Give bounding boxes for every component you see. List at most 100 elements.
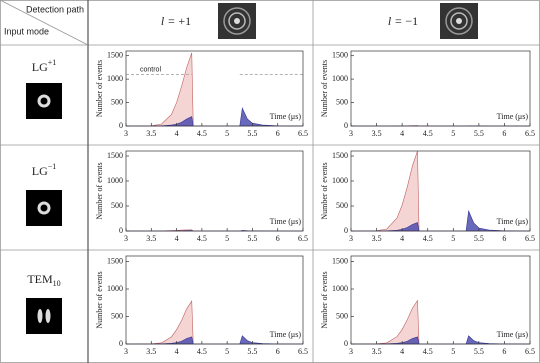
column-header: l = +1 l = −1	[161, 3, 478, 39]
x-tick-label: 3.5	[146, 234, 156, 243]
chart: 0 500 1000 1500 3 3.5 4 4.5 5 5.5 6 6.5 Time (μs) Num…	[320, 150, 535, 243]
x-tick-label: 3	[124, 129, 128, 138]
x-tick-label: 4.5	[197, 347, 207, 356]
x-tick-label: 4	[400, 129, 404, 138]
x-axis-label: Time (μs)	[270, 112, 302, 121]
x-tick-label: 4.5	[197, 234, 207, 243]
y-tick-label: 1500	[332, 151, 348, 160]
x-tick-label: 4	[400, 234, 404, 243]
column-label: l = −1	[388, 14, 418, 28]
x-tick-label: 5.5	[247, 129, 257, 138]
x-axis-label: Time (μs)	[497, 112, 529, 121]
y-tick-label: 1500	[332, 256, 348, 265]
x-tick-label: 6	[502, 129, 506, 138]
x-axis-label: Time (μs)	[497, 330, 529, 339]
plot-frame	[125, 150, 304, 232]
y-tick-label: 1000	[107, 176, 123, 185]
row-label: TEM10	[27, 272, 60, 288]
x-tick-label: 3	[349, 347, 353, 356]
y-tick-label: 1500	[332, 51, 348, 60]
x-tick-label: 6	[276, 347, 280, 356]
x-axis-label: Time (μs)	[497, 217, 529, 226]
x-tick-label: 6	[276, 129, 280, 138]
x-tick-label: 4	[175, 129, 179, 138]
y-tick-label: 1500	[107, 256, 123, 265]
column-label: l = +1	[161, 14, 191, 28]
x-tick-label: 4.5	[423, 347, 433, 356]
y-tick-label: 1000	[332, 284, 348, 293]
y-axis-label: Number of events	[320, 60, 329, 117]
chart: control 0 500 1000 1500 3 3.5 4 4.5 5 5.5 6 6.5 Time …	[95, 51, 308, 138]
plot-frame	[350, 50, 531, 127]
y-tick-label: 500	[111, 97, 123, 106]
x-tick-label: 3.5	[372, 129, 382, 138]
y-tick-label: 0	[344, 121, 348, 130]
x-tick-label: 3.5	[372, 234, 382, 243]
x-tick-label: 6	[502, 347, 506, 356]
x-tick-label: 4.5	[423, 129, 433, 138]
x-tick-label: 3.5	[146, 347, 156, 356]
chart: 0 500 1000 1500 3 3.5 4 4.5 5 5.5 6 6.5 Time (μs) Num…	[320, 255, 535, 356]
x-tick-label: 3	[124, 234, 128, 243]
x-axis-label: Time (μs)	[270, 330, 302, 339]
mode-image	[26, 83, 62, 119]
chart: 0 500 1000 1500 3 3.5 4 4.5 5 5.5 6 6.5 Time (μs) Num…	[95, 255, 308, 356]
x-tick-label: 4.5	[197, 129, 207, 138]
x-tick-label: 5.5	[474, 129, 484, 138]
x-tick-label: 5	[451, 234, 455, 243]
y-tick-label: 1000	[332, 176, 348, 185]
y-tick-label: 0	[344, 339, 348, 348]
row-label: LG−1	[32, 162, 57, 178]
x-tick-label: 5	[451, 129, 455, 138]
chart: 0 500 1000 1500 3 3.5 4 4.5 5 5.5 6 6.5 Time (μs) Num…	[320, 51, 535, 138]
plot-frame	[350, 150, 531, 232]
x-tick-label: 3	[349, 234, 353, 243]
plot-frame	[125, 50, 304, 127]
x-axis-label: Time (μs)	[270, 217, 302, 226]
y-axis-label: Number of events	[320, 271, 329, 328]
y-tick-label: 1000	[332, 74, 348, 83]
mode-image	[26, 190, 62, 226]
x-tick-label: 3.5	[146, 129, 156, 138]
y-tick-label: 500	[336, 97, 348, 106]
y-tick-label: 1000	[107, 284, 123, 293]
y-tick-label: 0	[119, 121, 123, 130]
x-tick-label: 4.5	[423, 234, 433, 243]
mode-image	[26, 298, 62, 334]
y-axis-label: Number of events	[320, 162, 329, 219]
x-tick-label: 4	[175, 347, 179, 356]
y-tick-label: 500	[336, 201, 348, 210]
x-tick-label: 4	[400, 347, 404, 356]
y-tick-label: 500	[111, 311, 123, 320]
corner-bottom: Input mode	[4, 26, 49, 36]
y-tick-label: 0	[119, 226, 123, 235]
plot-frame	[350, 255, 531, 345]
x-tick-label: 6	[502, 234, 506, 243]
x-tick-label: 6.5	[298, 347, 308, 356]
x-tick-label: 4	[175, 234, 179, 243]
plot-frame	[125, 255, 304, 345]
x-tick-label: 3	[124, 347, 128, 356]
chart: 0 500 1000 1500 3 3.5 4 4.5 5 5.5 6 6.5 Time (μs) Num…	[95, 150, 308, 243]
y-tick-label: 1500	[107, 51, 123, 60]
y-tick-label: 1000	[107, 74, 123, 83]
x-tick-label: 3	[349, 129, 353, 138]
row-label: LG+1	[32, 58, 57, 74]
x-tick-label: 6	[276, 234, 280, 243]
x-tick-label: 6.5	[525, 234, 535, 243]
x-tick-label: 6.5	[525, 347, 535, 356]
x-tick-label: 5	[451, 347, 455, 356]
x-tick-label: 5.5	[247, 234, 257, 243]
y-tick-label: 1500	[107, 151, 123, 160]
x-tick-label: 6.5	[298, 129, 308, 138]
x-tick-label: 5	[225, 347, 229, 356]
x-tick-label: 3.5	[372, 347, 382, 356]
y-axis-label: Number of events	[95, 271, 104, 328]
y-axis-label: Number of events	[95, 162, 104, 219]
x-tick-label: 5	[225, 234, 229, 243]
y-tick-label: 0	[119, 339, 123, 348]
y-tick-label: 500	[111, 201, 123, 210]
x-tick-label: 6.5	[298, 234, 308, 243]
